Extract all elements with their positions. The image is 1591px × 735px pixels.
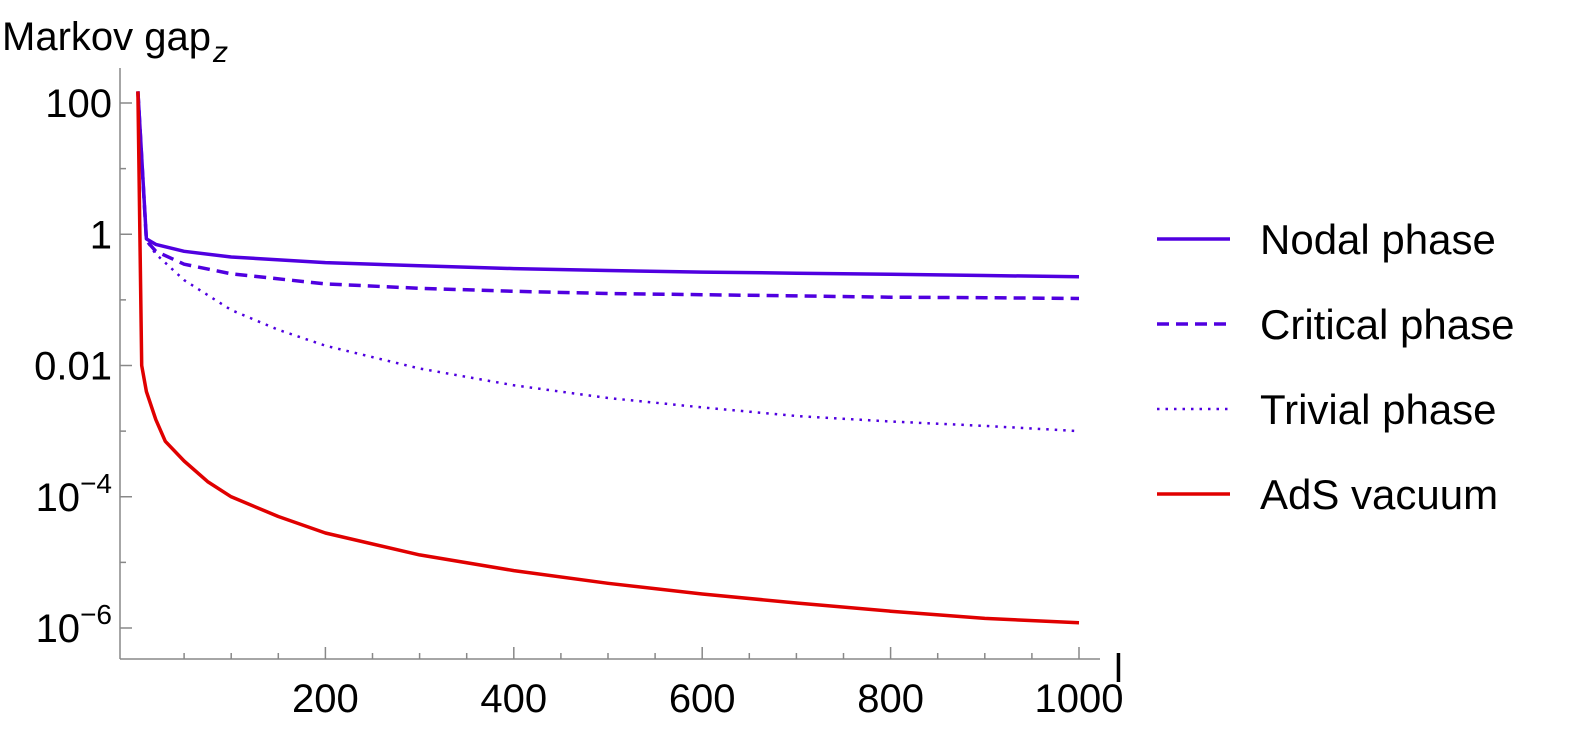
y-tick-label: 0.01 [34,345,112,389]
y-axis-title-subscript: z [212,36,228,69]
x-tick-label: 200 [292,677,359,721]
series-line-ads-vacuum [136,91,1080,625]
y-tick-label: 100 [45,82,112,126]
x-tick-label: 400 [480,677,547,721]
x-tick-label: 1000 [1035,677,1124,721]
y-axis-title-main: Markov gap [2,15,211,59]
series-line-critical-phase [136,91,1080,301]
y-axis-title: Markov gapz [2,15,228,69]
y-tick-label: 10−4 [36,468,112,520]
series-line-trivial-phase [136,91,1080,433]
x-axis-title: l [1114,647,1123,691]
legend-label: AdS vacuum [1260,471,1498,518]
y-tick-label: 1 [90,213,112,257]
y-ticks: 100 1 0.01 10−4 10−6 [34,82,132,651]
x-tick-label: 800 [857,677,924,721]
legend-label: Critical phase [1260,301,1514,348]
series-group [136,91,1080,625]
legend: Nodal phase Critical phase Trivial phase Ad… [1157,216,1514,518]
series-line-nodal-phase [136,91,1080,279]
legend-label: Trivial phase [1260,386,1497,433]
legend-label: Nodal phase [1260,216,1496,263]
axes [119,68,1100,660]
y-tick-label: 10−6 [36,599,112,651]
x-tick-label: 600 [669,677,736,721]
x-ticks: 200 400 600 800 1000 [183,647,1124,721]
